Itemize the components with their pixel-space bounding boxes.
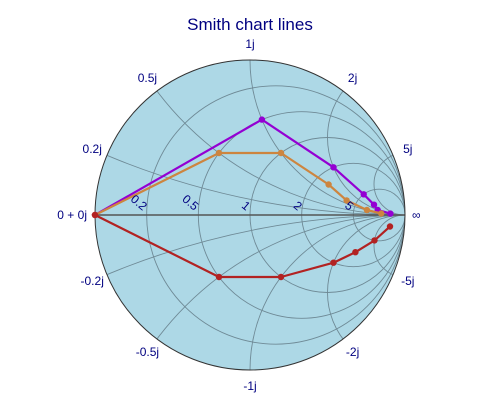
series-1-point-4 [360, 191, 367, 198]
imag-tick-label: -0.2j [81, 274, 104, 288]
series-3-point-1 [91, 211, 99, 219]
series-3-point-3 [277, 273, 285, 281]
series-3-point-4 [330, 259, 337, 266]
reactance-arc-neg-5 [373, 214, 405, 278]
reactance-arc-pos-2 [327, 60, 405, 216]
series-1-point-7 [387, 210, 394, 217]
imag-tick-label: 5j [403, 142, 412, 156]
imag-tick-label: 0.2j [83, 142, 102, 156]
imag-tick-label: -1j [243, 379, 256, 393]
imag-tick-label: 0.5j [138, 71, 157, 85]
imag-tick-label: -5j [401, 274, 414, 288]
imag-tick-label: -0.5j [136, 345, 159, 359]
series-1-point-5 [370, 201, 378, 208]
imag-tick-label: 1j [245, 37, 254, 51]
series-3-point-7 [386, 223, 394, 230]
series-3-point-2 [215, 273, 223, 281]
chart-title: Smith chart lines [187, 15, 313, 34]
series-1-point-2 [258, 116, 266, 123]
imag-tick-label: 0 + 0j [57, 208, 87, 222]
series-2-point-2 [215, 149, 223, 157]
series-2-point-4 [325, 181, 332, 188]
series-2-point-3 [277, 149, 285, 157]
series-1-point-3 [330, 164, 337, 171]
imag-tick-label: ∞ [412, 208, 421, 222]
reactance-arc-neg-2 [327, 214, 405, 370]
series-2-point-5 [343, 197, 350, 204]
reactance-arc-pos-5 [373, 152, 405, 216]
series-3-point-6 [371, 237, 378, 244]
series-2-point-6 [363, 206, 371, 214]
series-layer [91, 116, 394, 281]
series-3-point-5 [352, 249, 359, 256]
imag-tick-label: -2j [346, 345, 359, 359]
series-2-point-7 [378, 210, 385, 217]
imag-tick-label: 2j [348, 71, 357, 85]
